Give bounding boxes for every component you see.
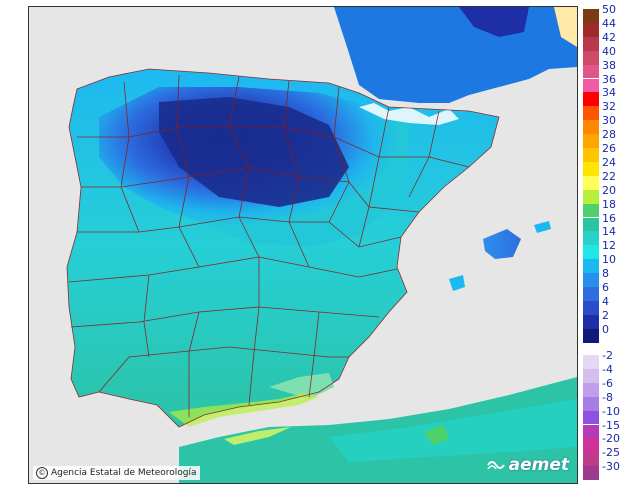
legend-swatch — [583, 120, 599, 135]
legend-label: 0 — [602, 322, 609, 336]
legend-swatch — [583, 452, 599, 467]
mallorca — [483, 229, 521, 259]
legend-label: 34 — [602, 86, 616, 100]
legend-swatch — [583, 382, 599, 397]
legend-swatch — [583, 161, 599, 176]
temperature-map: © Agencia Estatal de Meteorología aemet — [28, 6, 578, 484]
legend-swatch — [583, 134, 599, 148]
copyright-icon: © — [36, 467, 48, 479]
legend-label: -4 — [602, 362, 613, 376]
legend-swatch — [583, 175, 599, 190]
legend-label: 26 — [602, 142, 616, 155]
legend-swatch — [583, 50, 599, 65]
legend-label: -15 — [602, 418, 620, 432]
legend-swatch — [583, 466, 599, 481]
legend-label: 32 — [602, 100, 616, 114]
aemet-logo-text: aemet — [508, 455, 569, 475]
france-land — [334, 7, 577, 103]
legend-swatch — [583, 355, 599, 369]
legend-label: 44 — [602, 16, 616, 30]
north-africa-cyan — [329, 399, 577, 462]
legend-swatch — [583, 259, 599, 274]
legend-swatch — [583, 92, 599, 107]
legend-swatch — [583, 189, 599, 204]
aemet-logo-icon — [486, 461, 505, 470]
legend-swatch — [583, 78, 599, 93]
legend-label: 28 — [602, 128, 616, 142]
credit-text: Agencia Estatal de Meteorología — [51, 468, 197, 478]
northern-plateau-dark — [159, 97, 349, 207]
legend-label: 4 — [602, 294, 609, 308]
legend-label: 36 — [602, 72, 616, 86]
legend-swatch — [583, 9, 599, 23]
africa-green-patch — [424, 425, 449, 445]
legend-label: -10 — [602, 404, 620, 418]
legend-swatch — [583, 231, 599, 246]
map-canvas — [66, 7, 577, 483]
legend-label: -25 — [602, 446, 620, 460]
legend-label: 38 — [602, 58, 616, 72]
legend-swatch — [583, 396, 599, 411]
legend-swatch — [583, 328, 599, 343]
legend-label: 12 — [602, 239, 616, 253]
aemet-logo: aemet — [486, 455, 569, 475]
legend-label: 50 — [602, 3, 616, 16]
legend-label: -6 — [602, 376, 613, 390]
legend-swatch — [583, 287, 599, 301]
legend-label: 2 — [602, 308, 609, 322]
legend-swatch — [583, 438, 599, 453]
legend-swatch — [583, 424, 599, 439]
ibiza — [449, 275, 465, 291]
legend-swatch — [583, 410, 599, 425]
legend-label: -8 — [602, 390, 613, 404]
legend-label: 8 — [602, 267, 609, 281]
legend-label: 24 — [602, 155, 616, 169]
legend-label: 6 — [602, 281, 609, 294]
legend-label: 20 — [602, 183, 616, 197]
legend-label: 18 — [602, 197, 616, 211]
legend-swatch — [583, 300, 599, 315]
province-boundaries — [66, 68, 500, 428]
pyrenees-snow — [359, 103, 459, 125]
legend-swatch — [583, 273, 599, 287]
credit-label: © Agencia Estatal de Meteorología — [33, 466, 200, 480]
france-yellow — [554, 7, 577, 47]
legend-swatch — [583, 203, 599, 218]
legend-label: -2 — [602, 349, 613, 362]
legend-label: 40 — [602, 44, 616, 58]
legend-swatch — [583, 22, 599, 37]
legend-label: 22 — [602, 169, 616, 183]
legend-label: 30 — [602, 114, 616, 128]
legend-swatch — [583, 314, 599, 329]
legend-label: -20 — [602, 432, 620, 446]
legend-label: -30 — [602, 460, 620, 474]
legend-swatch — [583, 217, 599, 232]
legend-swatch — [583, 36, 599, 51]
menorca — [534, 221, 551, 233]
legend-label: 16 — [602, 211, 616, 225]
legend-label: 42 — [602, 30, 616, 44]
color-legend: 50 44 42 40 38 36 34 32 30 28 26 24 22 20 18 16 14 12 10 8 6… — [583, 4, 627, 489]
legend-swatch — [583, 106, 599, 121]
legend-swatch — [583, 148, 599, 162]
africa-yellow-coast — [224, 427, 291, 445]
legend-swatch — [583, 368, 599, 383]
legend-label: 14 — [602, 225, 616, 239]
legend-swatch — [583, 245, 599, 260]
legend-swatch — [583, 64, 599, 79]
france-dark — [459, 7, 529, 37]
legend-label: 10 — [602, 253, 616, 267]
north-africa-land — [179, 377, 577, 483]
